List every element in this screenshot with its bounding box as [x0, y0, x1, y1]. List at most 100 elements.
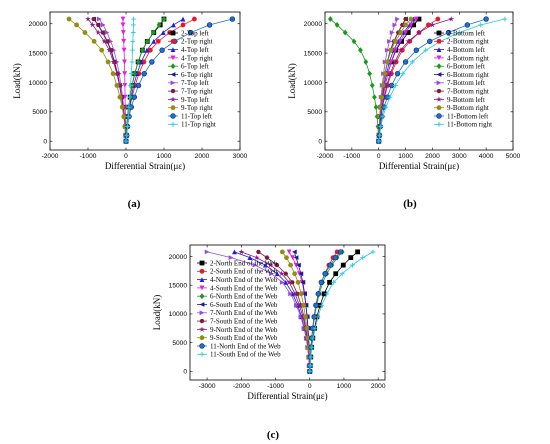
data-point — [156, 22, 162, 28]
legend-label: 6-North End of the Web — [210, 293, 278, 301]
data-point — [132, 70, 138, 77]
data-point — [403, 30, 408, 35]
data-point — [288, 291, 293, 297]
x-tick-label: 3000 — [452, 153, 467, 160]
data-point — [105, 59, 111, 65]
legend-label: 4-South End of the Web — [210, 284, 278, 292]
data-point — [149, 59, 155, 65]
data-point — [95, 22, 101, 27]
series-11 — [376, 16, 489, 144]
data-point — [321, 291, 327, 297]
data-point — [293, 255, 299, 261]
data-point — [180, 16, 186, 22]
data-point — [331, 279, 337, 285]
data-point — [274, 263, 280, 268]
series-12 — [123, 16, 136, 144]
data-point — [413, 16, 419, 22]
data-point — [100, 30, 106, 35]
legend-marker — [170, 105, 176, 111]
data-point — [381, 94, 387, 100]
data-point — [296, 262, 301, 268]
legend-label: 9-Top right — [181, 104, 213, 112]
legend-marker — [436, 63, 442, 70]
legend-label: 9-South End of the Web — [210, 334, 278, 342]
data-point — [269, 271, 274, 277]
legend-marker — [436, 105, 442, 111]
data-point — [402, 59, 409, 65]
data-point — [301, 302, 306, 308]
data-point — [91, 38, 97, 44]
data-point — [300, 313, 306, 320]
data-point — [392, 47, 398, 53]
data-point — [318, 279, 325, 286]
legend-label: 2-Top left — [181, 29, 209, 37]
data-point — [456, 30, 462, 35]
data-point — [97, 16, 102, 22]
data-point — [85, 16, 91, 22]
series-line — [93, 18, 127, 142]
series-line — [93, 18, 127, 142]
data-point — [125, 114, 131, 119]
data-point — [114, 70, 120, 77]
series-11 — [123, 16, 236, 144]
data-point — [300, 279, 306, 285]
data-point — [411, 22, 417, 28]
legend-marker — [436, 121, 442, 127]
data-point — [302, 291, 308, 297]
data-point — [293, 302, 299, 308]
legend-marker — [170, 121, 176, 127]
data-point — [397, 38, 403, 44]
data-point — [502, 16, 508, 22]
data-point — [295, 279, 301, 285]
data-point — [373, 104, 379, 111]
data-point — [104, 39, 110, 44]
chart-panel-c: -3000 -2000 -1000 0 1000 20000500010000150002… — [152, 244, 386, 401]
data-point — [128, 71, 134, 77]
data-point — [95, 29, 102, 35]
data-point — [130, 47, 135, 53]
data-point — [372, 94, 377, 101]
data-point — [131, 16, 136, 22]
y-tick-label: 20000 — [29, 21, 48, 28]
x-axis-label: Differential Strain(με) — [247, 391, 327, 401]
data-point — [389, 30, 395, 35]
legend-marker — [436, 55, 442, 61]
y-axis-label: Load(kN) — [12, 63, 22, 99]
legend-label: 7-Top left — [181, 79, 209, 87]
data-point — [228, 255, 234, 261]
legend-label: 6-Top left — [181, 63, 209, 71]
x-tick-label: 1000 — [398, 153, 413, 160]
data-point — [267, 262, 274, 268]
data-point — [363, 59, 369, 65]
y-tick-label: 10000 — [29, 80, 48, 87]
data-point — [151, 38, 157, 44]
data-point — [206, 22, 213, 28]
x-tick-label: -3000 — [199, 383, 216, 390]
data-point — [101, 38, 108, 44]
data-point — [161, 16, 167, 22]
legend-marker — [199, 335, 205, 341]
data-point — [82, 30, 88, 35]
data-point — [310, 335, 316, 341]
legend-marker — [436, 113, 442, 119]
series-line — [309, 251, 338, 372]
x-tick-label: 2000 — [371, 383, 386, 390]
data-point — [378, 124, 384, 129]
legend-label: 6-Bottom left — [447, 63, 485, 71]
x-tick-label: 2000 — [195, 153, 210, 160]
chart-panel-b: -2000 -1000 0 1000 2000 3000 4000 5000 0 5000 1000… — [287, 11, 521, 171]
legend-label: 7-South End of the Web — [210, 318, 278, 326]
series-9 — [85, 16, 129, 144]
data-point — [483, 16, 489, 22]
series-line — [293, 251, 311, 372]
data-point — [139, 47, 145, 54]
data-point — [408, 22, 414, 28]
x-tick-label: 2000 — [425, 153, 440, 160]
data-point — [409, 59, 415, 65]
y-tick-label: 20000 — [169, 254, 188, 261]
series-12 — [376, 16, 508, 144]
legend-marker — [436, 30, 442, 36]
legend-label: 2-Bottom right — [447, 38, 489, 46]
x-tick-label: 1000 — [337, 383, 352, 390]
data-point — [307, 368, 313, 374]
